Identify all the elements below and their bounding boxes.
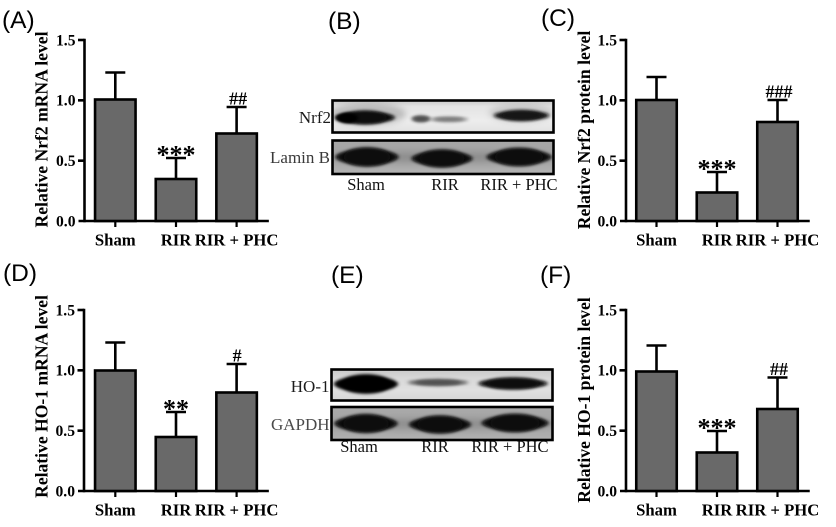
svg-text:Sham: Sham: [636, 501, 677, 520]
svg-text:Sham: Sham: [95, 231, 136, 250]
svg-text:##: ##: [229, 89, 247, 109]
svg-text:Sham: Sham: [636, 231, 677, 250]
svg-text:HO-1: HO-1: [291, 377, 330, 396]
svg-text:(E): (E): [331, 262, 364, 289]
svg-text:0.0: 0.0: [598, 213, 618, 230]
svg-text:RIR + PHC: RIR + PHC: [195, 231, 279, 250]
svg-text:(C): (C): [541, 5, 575, 32]
svg-text:0.0: 0.0: [56, 483, 76, 500]
svg-text:1.0: 1.0: [56, 93, 76, 110]
svg-text:Sham: Sham: [95, 501, 136, 520]
svg-text:RIR: RIR: [431, 175, 459, 194]
svg-text:Lamin B: Lamin B: [270, 148, 330, 167]
svg-text:Relative Nrf2 protein level: Relative Nrf2 protein level: [574, 31, 594, 230]
svg-text:GAPDH: GAPDH: [271, 415, 330, 434]
svg-text:(D): (D): [3, 260, 37, 287]
svg-text:RIR: RIR: [702, 501, 734, 520]
svg-text:RIR: RIR: [161, 501, 193, 520]
svg-text:1.0: 1.0: [598, 363, 618, 380]
svg-text:RIR: RIR: [161, 231, 193, 250]
svg-text:1.5: 1.5: [56, 32, 76, 49]
svg-text:1.0: 1.0: [56, 363, 76, 380]
svg-text:0.5: 0.5: [56, 423, 76, 440]
svg-text:***: ***: [157, 141, 196, 170]
svg-text:RIR: RIR: [702, 231, 734, 250]
svg-text:RIR + PHC: RIR + PHC: [480, 175, 557, 194]
svg-text:RIR: RIR: [421, 437, 449, 456]
svg-text:Sham: Sham: [340, 437, 378, 456]
svg-text:0.5: 0.5: [598, 153, 618, 170]
svg-text:0.5: 0.5: [598, 423, 618, 440]
svg-text:Relative HO-1 protein level: Relative HO-1 protein level: [574, 297, 594, 502]
svg-text:RIR + PHC: RIR + PHC: [736, 231, 820, 250]
svg-text:0.5: 0.5: [56, 153, 76, 170]
svg-text:RIR + PHC: RIR + PHC: [736, 501, 820, 520]
svg-text:(B): (B): [328, 8, 361, 35]
svg-text:**: **: [163, 395, 189, 424]
svg-text:(F): (F): [540, 262, 571, 289]
svg-text:1.5: 1.5: [598, 302, 618, 319]
svg-text:***: ***: [698, 155, 737, 184]
svg-text:##: ##: [770, 359, 788, 379]
svg-text:1.5: 1.5: [598, 32, 618, 49]
svg-text:1.5: 1.5: [56, 302, 76, 319]
svg-text:###: ###: [766, 82, 793, 102]
svg-text:Nrf2: Nrf2: [299, 108, 331, 127]
svg-text:0.0: 0.0: [598, 483, 618, 500]
svg-text:RIR + PHC: RIR + PHC: [195, 501, 279, 520]
svg-text:#: #: [233, 346, 242, 366]
svg-text:0.0: 0.0: [56, 213, 76, 230]
svg-text:***: ***: [698, 414, 737, 443]
svg-text:Relative HO-1 mRNA level: Relative HO-1 mRNA level: [32, 295, 52, 498]
svg-text:Sham: Sham: [347, 175, 385, 194]
svg-text:Relative Nrf2 mRNA level: Relative Nrf2 mRNA level: [32, 31, 52, 227]
svg-text:(A): (A): [2, 7, 35, 34]
svg-text:RIR + PHC: RIR + PHC: [471, 437, 548, 456]
svg-text:1.0: 1.0: [598, 93, 618, 110]
